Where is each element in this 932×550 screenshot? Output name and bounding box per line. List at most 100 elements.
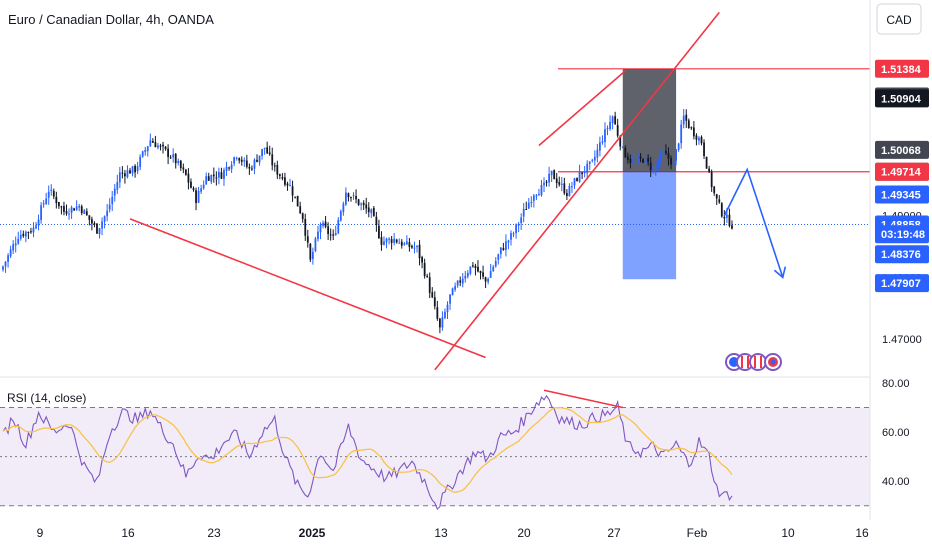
candle [499, 247, 502, 259]
candle-body [718, 199, 721, 203]
time-tick-label: 10 [781, 526, 795, 540]
event-flags[interactable] [725, 353, 782, 371]
candle [604, 122, 606, 148]
candle-body [365, 204, 368, 209]
candle-body [469, 266, 472, 274]
candle-body [400, 241, 403, 246]
candle [525, 201, 528, 210]
candle-body [42, 203, 45, 205]
price-tag-label: 1.48376 [881, 249, 921, 261]
candle-body [558, 182, 561, 185]
candle-body [637, 157, 639, 162]
candle-body [596, 149, 599, 158]
candle-body [426, 275, 429, 277]
candle-body [276, 164, 279, 175]
candle-body [632, 161, 634, 163]
candle [245, 154, 248, 169]
annotations-back [622, 69, 677, 280]
candle [347, 192, 350, 202]
candle-body [405, 241, 408, 245]
candle-body [317, 231, 319, 240]
candle [141, 150, 144, 158]
candle-body [126, 170, 129, 178]
currency-button[interactable] [876, 3, 922, 35]
canada-flag-icon-2[interactable] [749, 353, 767, 371]
price-tag-label: 1.50068 [881, 145, 921, 157]
candle-body [545, 181, 548, 183]
candle [131, 166, 134, 177]
candle [78, 203, 81, 212]
candle [357, 198, 360, 206]
candle-body [421, 257, 423, 263]
candle [345, 187, 347, 206]
candle [675, 148, 677, 166]
candle-body [243, 159, 246, 162]
rsi-divergence-line [543, 389, 623, 409]
candle [294, 196, 296, 199]
candle-body [527, 202, 530, 209]
candle-body [695, 135, 698, 140]
us-flag-icon[interactable] [764, 353, 782, 371]
candle [466, 270, 469, 279]
candle-body [342, 203, 345, 213]
candle-body [284, 177, 286, 185]
candle [715, 193, 718, 205]
price-tag: 03:19:48 [875, 225, 929, 244]
candle-body [565, 193, 568, 196]
candle [286, 181, 289, 191]
candle [55, 191, 58, 209]
candle-body [124, 173, 126, 177]
candle-body [68, 213, 70, 215]
candle-body [479, 271, 482, 273]
candle-body [540, 184, 543, 196]
candle-body [375, 216, 378, 225]
candle-body [301, 213, 304, 220]
candle [685, 109, 688, 128]
candle-body [441, 317, 444, 328]
short-position-target-zone [622, 171, 677, 280]
candle [426, 273, 429, 278]
candle [560, 177, 563, 192]
candle [515, 223, 517, 239]
candle-body [505, 241, 507, 250]
candle [629, 154, 632, 169]
candle [652, 164, 655, 175]
candle [253, 158, 256, 175]
candle [383, 236, 385, 246]
candle [695, 133, 698, 146]
candle-body [238, 158, 241, 161]
candle [164, 146, 167, 151]
candle [98, 227, 101, 239]
rsi-line [2, 394, 733, 511]
candle-body [619, 136, 622, 147]
candle [63, 201, 65, 216]
price-tag: 1.49714 [875, 162, 929, 181]
candle [17, 231, 20, 245]
price-tag-bg [875, 274, 929, 293]
candle [588, 161, 591, 171]
candle [301, 212, 304, 223]
candle-body [103, 216, 106, 222]
candle-body [85, 211, 88, 216]
price-tag: 1.50904 [875, 89, 929, 108]
candle [624, 145, 627, 158]
candle [322, 220, 324, 229]
candle [304, 213, 307, 241]
candle-body [134, 165, 136, 173]
candle-body [256, 159, 258, 162]
candle-body [710, 171, 713, 188]
candle [75, 200, 78, 211]
candle-body [294, 196, 296, 198]
candle-body [629, 158, 632, 163]
candle [70, 205, 73, 219]
candle [258, 155, 261, 166]
candle [431, 287, 434, 299]
candle [327, 222, 330, 240]
candle [215, 171, 218, 186]
candle-body [634, 160, 637, 163]
candle [606, 125, 609, 136]
candle-body [474, 265, 477, 269]
candle [30, 227, 32, 234]
candle [248, 163, 251, 175]
